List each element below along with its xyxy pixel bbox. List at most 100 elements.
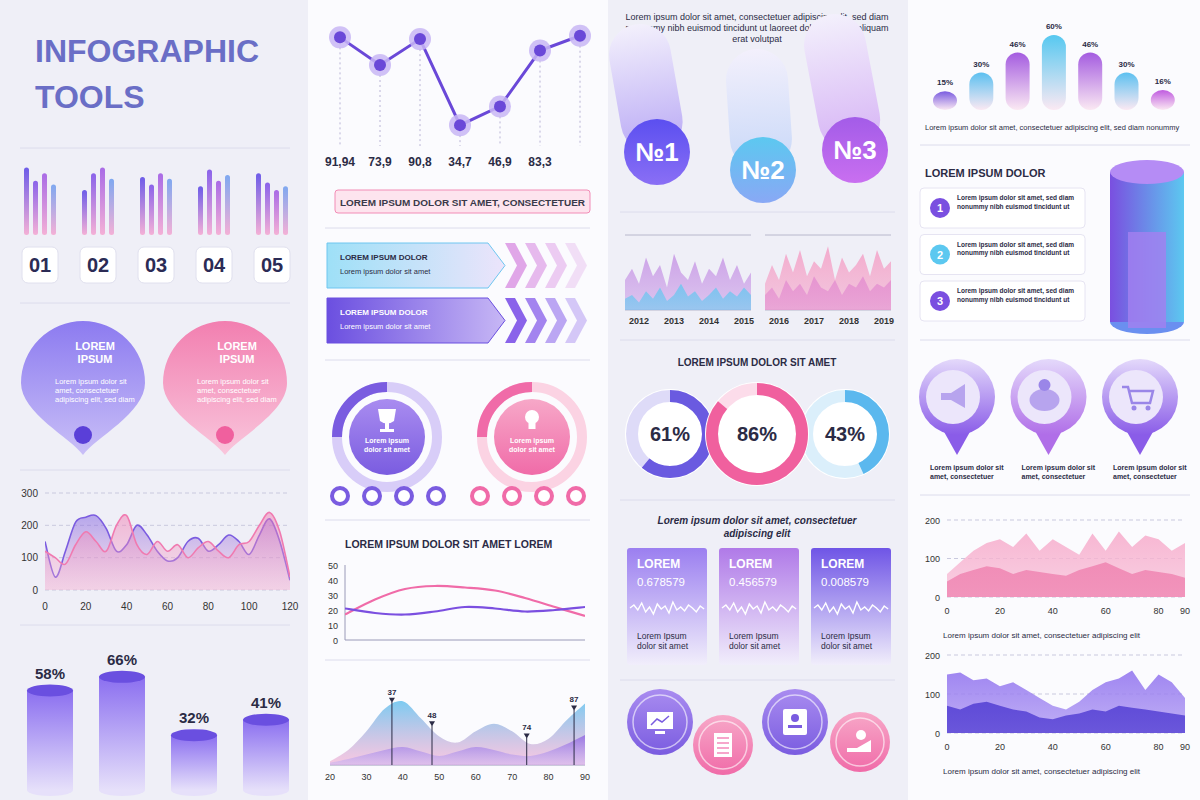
chart-area: 010020002040608090Lorem ipsum dolor sit … bbox=[925, 516, 1190, 641]
icon-circle bbox=[762, 689, 828, 755]
chart-line: 01020304050LOREM IPSUM DOLOR SIT AMET LO… bbox=[328, 538, 585, 646]
annotation-line bbox=[574, 709, 575, 765]
area bbox=[625, 254, 751, 310]
label-box bbox=[80, 247, 116, 283]
title-banner bbox=[335, 190, 590, 213]
text-line: dolor sit amet bbox=[821, 641, 873, 651]
data-label: 60% bbox=[1046, 22, 1062, 31]
donut-arc bbox=[807, 396, 883, 472]
x-tick-label: 60 bbox=[1101, 742, 1111, 752]
text-line: Lorem ipsum dolor sit amet, sed diam bbox=[957, 241, 1074, 249]
badge: Lorem ipsumdolor sit amet bbox=[472, 387, 584, 504]
annotation-pin bbox=[429, 721, 435, 726]
pin-circle bbox=[1102, 359, 1178, 435]
marker bbox=[334, 31, 346, 43]
x-tick-label: 2018 bbox=[839, 316, 859, 326]
text-line: amet, consectetuer bbox=[55, 386, 119, 395]
text-line: dolor sit amet bbox=[364, 446, 411, 453]
chart-subtitle: Lorem ipsum dolor sit amet, consectetuer… bbox=[943, 631, 1141, 640]
cart-icon bbox=[1132, 406, 1137, 411]
chart-bar: 15%30%46%60%46%30%16%Lorem ipsum dolor s… bbox=[925, 22, 1180, 132]
bulb-icon bbox=[525, 410, 539, 424]
pin-shape bbox=[163, 321, 287, 455]
numbered-list: LOREM IPSUM DOLOR1Lorem ipsum dolor sit … bbox=[920, 160, 1184, 334]
donut-track bbox=[712, 389, 802, 479]
x-tick-label: 40 bbox=[1048, 742, 1058, 752]
area bbox=[947, 702, 1185, 733]
annotation-line bbox=[432, 725, 433, 765]
card-value: 0.008579 bbox=[821, 576, 869, 588]
text-line: amet, consectetuer bbox=[1022, 473, 1086, 481]
bar bbox=[27, 691, 73, 790]
data-label: 66% bbox=[107, 651, 137, 668]
area bbox=[45, 512, 290, 590]
donut-track bbox=[632, 396, 708, 472]
icon-ring bbox=[836, 718, 884, 766]
icon-ring bbox=[768, 695, 822, 749]
list-number: 2 bbox=[937, 249, 943, 261]
plot-area bbox=[345, 586, 585, 616]
bar bbox=[1151, 90, 1175, 110]
y-tick-label: 10 bbox=[328, 621, 338, 631]
marker bbox=[534, 45, 546, 57]
y-tick-label: 50 bbox=[328, 561, 338, 571]
list-title: LOREM IPSUM DOLOR bbox=[925, 167, 1045, 179]
list-item bbox=[920, 235, 1085, 275]
x-tick-label: 40 bbox=[398, 772, 408, 782]
badge: Lorem ipsumdolor sit amet bbox=[332, 387, 444, 504]
separator bbox=[620, 212, 895, 213]
pin-text: Lorem ipsum dolor sitamet, consectetuera… bbox=[55, 377, 135, 404]
data-label: 46% bbox=[1010, 40, 1026, 49]
x-tick-label: 04 bbox=[203, 254, 226, 276]
area bbox=[765, 276, 891, 310]
text-line: Lorem ipsum bbox=[365, 437, 409, 445]
bar bbox=[207, 169, 212, 235]
data-label: 86% bbox=[737, 423, 777, 445]
line bbox=[340, 36, 580, 125]
infographic: INFOGRAPHICTOOLS0102030405LOREMIPSUMLore… bbox=[0, 0, 1200, 800]
arrow-banner: LOREM IPSUM DOLORLorem ipsum dolor sit a… bbox=[327, 243, 587, 288]
x-tick-label: 80 bbox=[544, 772, 554, 782]
x-tick-label: 80 bbox=[1154, 742, 1164, 752]
x-tick-label: 05 bbox=[261, 254, 283, 276]
marker-halo bbox=[329, 26, 351, 48]
data-label: 15% bbox=[937, 78, 953, 87]
card-value: 0.678579 bbox=[637, 576, 685, 588]
text-line: Lorem ipsum dolor sit amet, consectetuer… bbox=[943, 767, 1141, 776]
chart-donut: LOREM IPSUM DOLOR SIT AMET61%43%86% bbox=[625, 357, 890, 486]
plot-area bbox=[947, 532, 1185, 597]
separator bbox=[20, 470, 290, 471]
x-tick-label: 40 bbox=[1048, 606, 1058, 616]
x-tick-label: 0 bbox=[944, 742, 949, 752]
data-label: 16% bbox=[1155, 77, 1171, 86]
data-label: 41% bbox=[251, 694, 281, 711]
area bbox=[947, 562, 1185, 597]
card-title: LOREM bbox=[821, 557, 864, 571]
annotation-label: 87 bbox=[570, 695, 579, 704]
dot-ring bbox=[364, 488, 380, 504]
annotation-pin bbox=[571, 705, 577, 710]
marker-halo bbox=[569, 25, 591, 47]
x-tick-label: 0 bbox=[944, 606, 949, 616]
y-tick-label: 20 bbox=[328, 606, 338, 616]
list-text: Lorem ipsum dolor sit amet, sed diamnonu… bbox=[957, 287, 1074, 304]
y-tick-label: 100 bbox=[925, 690, 940, 700]
label-box bbox=[254, 247, 290, 283]
marker bbox=[374, 59, 386, 71]
badge-text: Lorem ipsumdolor sit amet bbox=[364, 437, 411, 453]
chart-title: LOREM IPSUM DOLOR SIT AMET LOREM bbox=[345, 538, 553, 550]
y-tick-label: 0 bbox=[935, 593, 940, 603]
rank-label: №1 bbox=[635, 137, 678, 167]
data-label: 34,7 bbox=[448, 155, 472, 169]
data-label: 32% bbox=[179, 709, 209, 726]
pin-circle bbox=[1011, 359, 1087, 435]
marker-halo bbox=[409, 28, 431, 50]
drop-line bbox=[540, 51, 541, 146]
grid-line bbox=[947, 655, 1185, 656]
pin-card: LOREMIPSUMLorem ipsum dolor sitamet, con… bbox=[21, 321, 145, 455]
arrow-shape bbox=[327, 243, 505, 288]
arrow-banner: LOREM IPSUM DOLORLorem ipsum dolor sit a… bbox=[327, 298, 587, 343]
icon-circle bbox=[627, 689, 693, 755]
text-line: amet, consectetuer bbox=[197, 386, 261, 395]
text-line: nonummy nibh euismod tincidunt ut bbox=[957, 296, 1070, 304]
